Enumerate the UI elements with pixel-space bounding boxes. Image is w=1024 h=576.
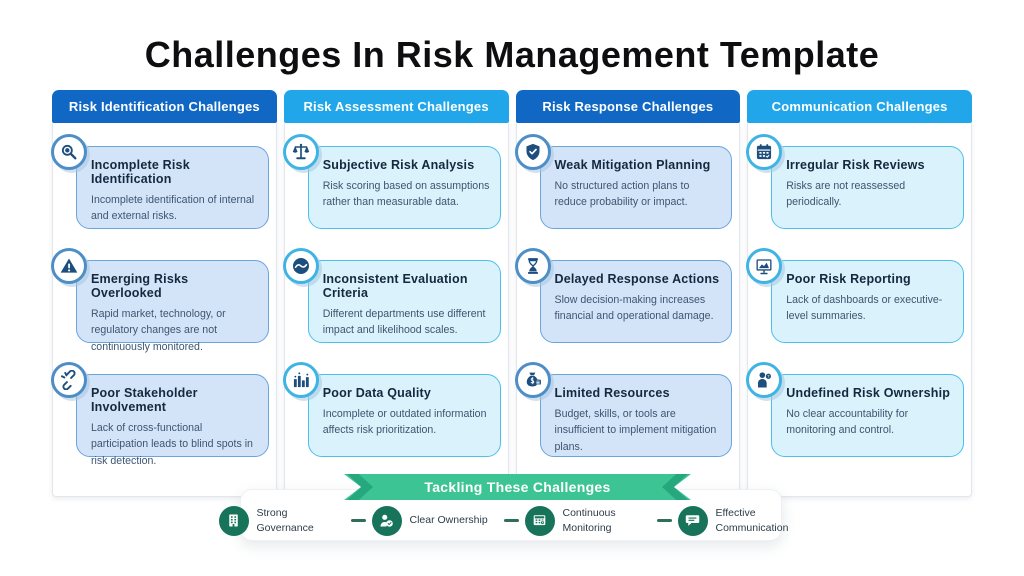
challenge-card: Weak Mitigation Planning No structured a… — [514, 134, 733, 229]
solution-item: Clear Ownership — [371, 505, 498, 536]
tackling-banner: Tackling These Challenges — [344, 474, 691, 500]
column-communication: Communication Challenges Irregular Risk … — [746, 90, 972, 497]
monitoring-icon — [524, 505, 555, 536]
columns-container: Risk Identification Challenges Incomplet… — [51, 90, 972, 497]
solution-item: Effective Communication — [677, 505, 804, 536]
solution-label: Clear Ownership — [409, 514, 488, 527]
card-title: Undefined Risk Ownership — [786, 386, 951, 400]
column-body: Incomplete Risk Identification Incomplet… — [51, 123, 277, 497]
svg-text:?: ? — [767, 375, 770, 379]
card-title: Inconsistent Evaluation Criteria — [322, 272, 468, 300]
card-title: Limited Resources — [554, 386, 670, 400]
card-description: Slow decision-making increases financial… — [554, 294, 714, 323]
challenge-card: Subjective Risk Analysis Risk scoring ba… — [282, 134, 501, 229]
dash-separator — [656, 519, 672, 522]
gauge-icon — [282, 248, 319, 284]
challenge-card: Irregular Risk Reviews Risks are not rea… — [746, 134, 964, 229]
card-description: Incomplete identification of internal an… — [91, 194, 255, 223]
search-icon — [51, 134, 87, 170]
challenge-card: Inconsistent Evaluation Criteria Differe… — [282, 248, 501, 343]
card-title: Incomplete Risk Identification — [91, 158, 190, 186]
building-icon — [218, 505, 249, 536]
column-header: Communication Challenges — [747, 90, 972, 123]
tackling-banner-label: Tackling These Challenges — [424, 479, 611, 495]
column-risk-assessment: Risk Assessment Challenges Subjective Ri… — [282, 90, 509, 497]
card-description: Different departments use different impa… — [322, 308, 486, 337]
calendar-icon — [746, 134, 783, 170]
page-title: Challenges In Risk Management Template — [144, 34, 880, 75]
column-header: Risk Identification Challenges — [52, 90, 277, 123]
card-description: Lack of dashboards or executive-level su… — [786, 294, 943, 323]
column-risk-response: Risk Response Challenges Weak Mitigation… — [514, 90, 741, 497]
column-header: Risk Response Challenges — [515, 90, 741, 123]
card-title: Poor Stakeholder Involvement — [91, 386, 198, 414]
column-risk-identification: Risk Identification Challenges Incomplet… — [51, 90, 277, 497]
column-body: Subjective Risk Analysis Risk scoring ba… — [282, 123, 509, 497]
column-body: Weak Mitigation Planning No structured a… — [514, 123, 741, 497]
challenge-card: Poor Data Quality Incomplete or outdated… — [282, 362, 501, 457]
solution-label: Effective Communication — [715, 507, 789, 534]
challenge-card: Emerging Risks Overlooked Rapid market, … — [51, 248, 269, 353]
ownership-icon — [371, 505, 402, 536]
card-title: Subjective Risk Analysis — [322, 158, 475, 172]
dash-separator — [350, 519, 366, 522]
card-title: Delayed Response Actions — [554, 272, 720, 286]
dash-separator — [503, 519, 519, 522]
challenge-card: Poor Risk Reporting Lack of dashboards o… — [746, 248, 964, 343]
report-icon — [746, 248, 783, 284]
card-description: Risks are not reassessed periodically. — [786, 180, 906, 209]
card-description: Budget, skills, or tools are insufficien… — [554, 408, 717, 453]
challenge-card: Limited Resources Budget, skills, or too… — [514, 362, 733, 457]
card-description: No structured action plans to reduce pro… — [554, 180, 690, 209]
challenge-card: Delayed Response Actions Slow decision-m… — [514, 248, 733, 343]
card-title: Emerging Risks Overlooked — [91, 272, 189, 300]
challenge-card: ? Undefined Risk Ownership No clear acco… — [746, 362, 964, 457]
card-description: Risk scoring based on assumptions rather… — [322, 180, 490, 209]
balance-scale-icon — [282, 134, 319, 170]
card-description: Lack of cross-functional participation l… — [91, 422, 253, 467]
challenge-card: Incomplete Risk Identification Incomplet… — [51, 134, 269, 229]
solution-label: Continuous Monitoring — [562, 507, 616, 534]
warning-icon — [51, 248, 87, 284]
column-header: Risk Assessment Challenges — [283, 90, 509, 123]
broken-link-icon — [51, 362, 87, 398]
solution-item: Strong Governance — [218, 505, 345, 536]
column-body: Irregular Risk Reviews Risks are not rea… — [746, 123, 972, 497]
card-description: Rapid market, technology, or regulatory … — [91, 308, 226, 353]
card-description: No clear accountability for monitoring a… — [786, 408, 909, 437]
card-title: Irregular Risk Reviews — [786, 158, 925, 172]
bar-chart-icon — [282, 362, 319, 398]
shield-icon — [514, 134, 551, 170]
communication-icon — [677, 505, 708, 536]
card-description: Incomplete or outdated information affec… — [322, 408, 487, 437]
challenge-card: Poor Stakeholder Involvement Lack of cro… — [51, 362, 269, 467]
card-title: Weak Mitigation Planning — [554, 158, 711, 172]
hourglass-icon — [514, 248, 551, 284]
card-title: Poor Risk Reporting — [786, 272, 911, 286]
solution-item: Continuous Monitoring — [524, 505, 651, 536]
resources-icon — [514, 362, 551, 398]
solution-label: Strong Governance — [256, 507, 314, 534]
person-icon: ? — [746, 362, 783, 398]
card-title: Poor Data Quality — [322, 386, 432, 400]
